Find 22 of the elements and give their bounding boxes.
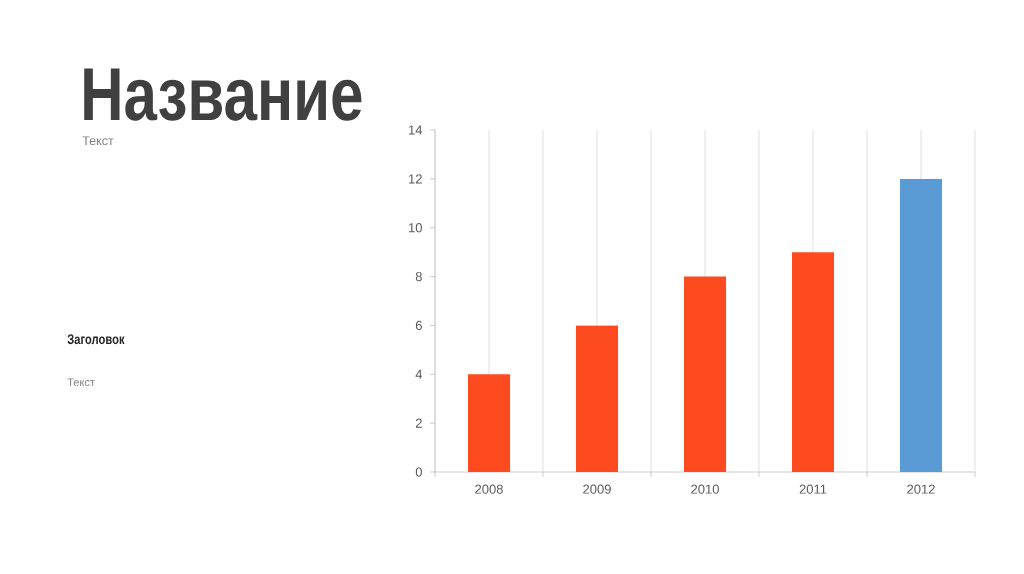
y-tick-label: 14 [409,125,423,135]
y-tick-label: 12 [409,174,422,184]
y-tick-label: 8 [415,271,422,282]
bar [575,325,619,472]
x-tick-label: 2010 [691,484,719,494]
y-tick-label: 2 [415,418,422,428]
x-tick-label: 2012 [907,484,935,494]
text: Текст [82,136,114,146]
bar [791,252,835,472]
chart-title: Название [84,68,362,121]
bar [467,374,511,472]
y-tick-label: 4 [415,369,423,379]
bar [899,178,943,472]
text: Текст [67,378,95,387]
y-tick-label: 6 [415,320,422,331]
x-tick-label: 2009 [583,484,611,494]
x-tick-label: 2011 [799,484,827,494]
y-tick-label: 0 [415,467,422,477]
text: Заголовок [67,334,125,345]
bar [683,276,727,472]
y-tick-label: 10 [409,223,422,233]
x-tick-label: 2008 [475,484,503,494]
